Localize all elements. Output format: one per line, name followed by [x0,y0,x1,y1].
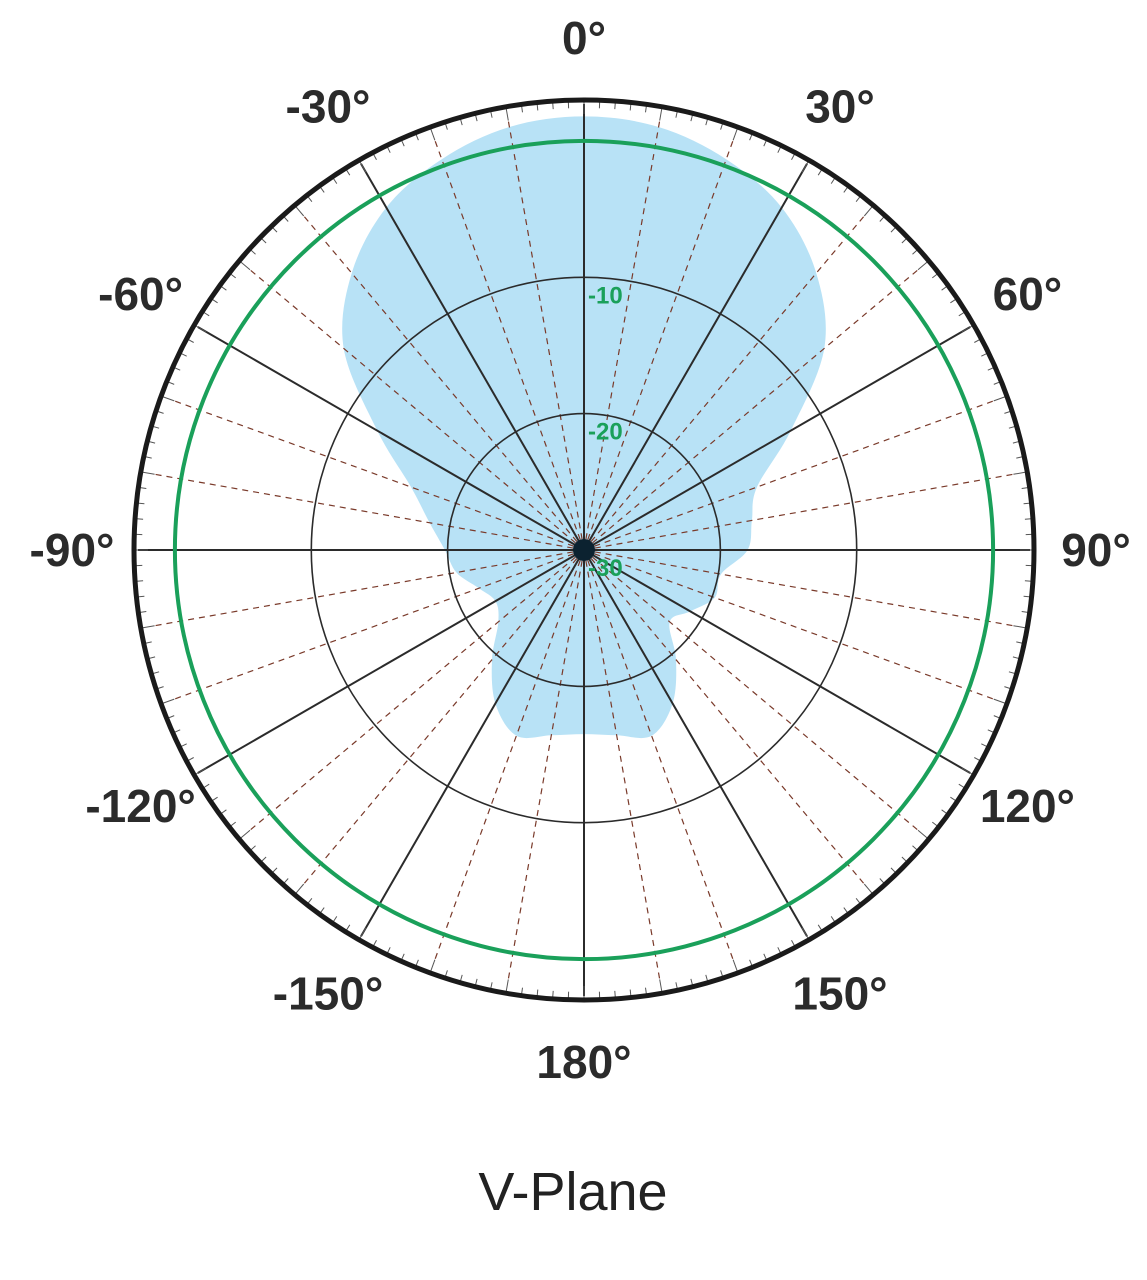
angle-label: 150° [792,967,887,1019]
minor-spoke [583,549,922,834]
label-layer: -30 -20 -10 0° 30° 60° 90° 120° 150° 180° -150° -12… [30,12,1131,1088]
ring-label: -30 [588,555,623,582]
minor-spoke [583,549,998,702]
minor-spoke [246,549,585,834]
reference-circle [172,138,996,962]
minor-spoke [150,473,585,551]
angle-label: -30° [286,81,371,133]
minor-spoke [583,266,922,551]
minor-spoke [583,549,661,984]
minor-spoke [583,549,1018,627]
minor-spoke [432,549,585,964]
center-dot [573,539,595,561]
minor-spoke [583,473,1018,551]
major-spoke [360,549,585,937]
angle-label: 120° [980,780,1075,832]
angle-label: -120° [85,780,195,832]
angle-label: 180° [536,1036,631,1088]
ring-label: -20 [588,419,623,446]
major-spoke [197,549,585,774]
angle-label: 0° [562,12,606,64]
minor-spoke [507,116,585,551]
angle-label: -150° [273,967,383,1019]
minor-spoke [150,549,585,627]
minor-spoke [583,549,868,888]
level-ring [310,276,858,824]
chart-title: V-Plane [478,1162,667,1222]
major-spoke [583,549,971,774]
minor-spoke [583,212,868,551]
major-spoke [197,326,585,551]
minor-spoke [583,116,661,551]
minor-spoke [583,136,736,551]
minor-spoke [300,549,585,888]
minor-spoke [170,549,585,702]
minor-spoke [170,398,585,551]
angle-label: -60° [98,268,183,320]
major-spoke [583,326,971,551]
level-ring [446,412,722,688]
minor-spoke [583,549,736,964]
outer-circle [131,97,1037,1003]
angle-label: 30° [805,81,875,133]
major-spoke [583,549,808,937]
major-spoke [583,163,808,551]
grid-layer [131,97,1037,1003]
angle-label: 60° [993,268,1063,320]
minor-spoke [300,212,585,551]
angle-label: 90° [1061,524,1131,576]
major-spoke [360,163,585,551]
angle-label: -90° [30,524,115,576]
minor-spoke [246,266,585,551]
ring-label: -10 [588,282,623,309]
minor-spoke [432,136,585,551]
minor-spoke [583,398,998,551]
minor-spoke [507,549,585,984]
